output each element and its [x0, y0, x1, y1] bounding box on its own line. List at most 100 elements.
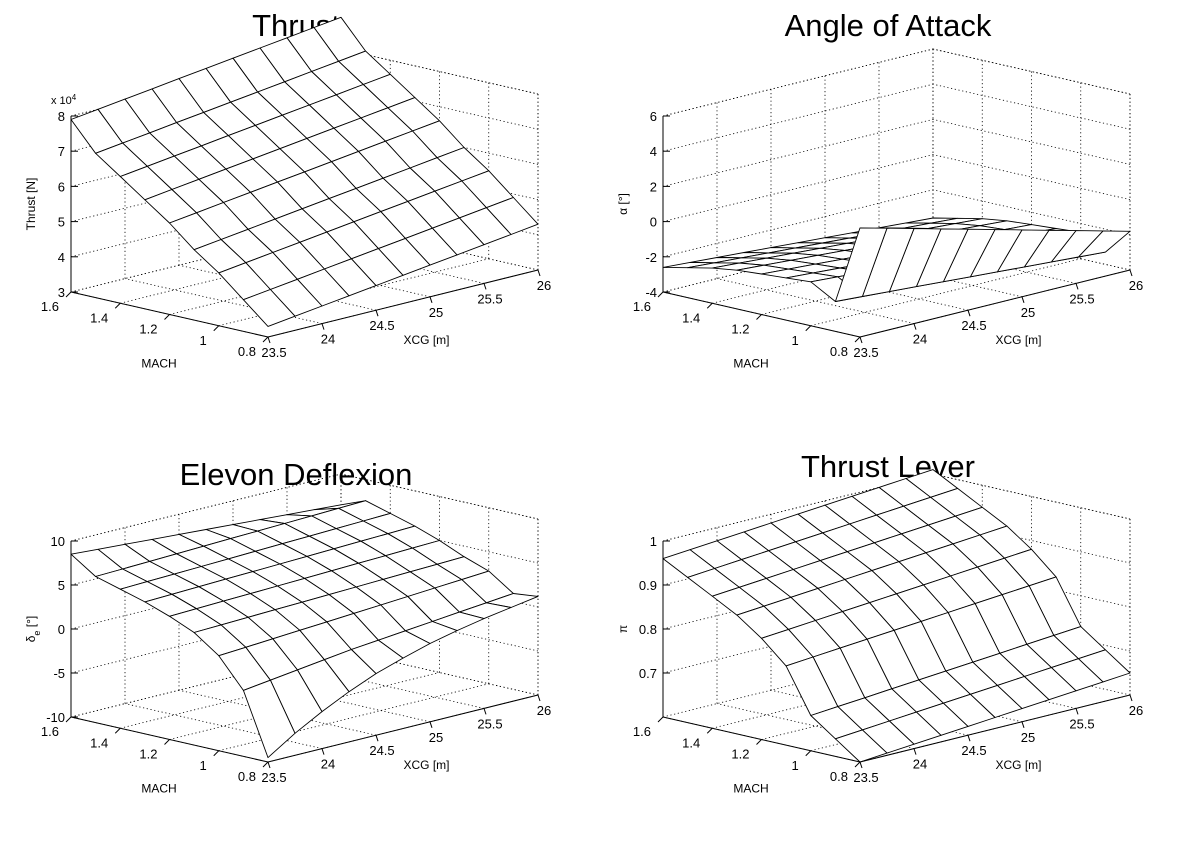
y-tick — [805, 750, 812, 757]
y-axis-label: MACH — [733, 781, 768, 795]
y-tick-label: 1.6 — [41, 724, 59, 739]
x-tick — [321, 323, 325, 330]
z-tick-label: -4 — [645, 285, 657, 300]
box-edge — [932, 48, 1131, 95]
box-edge — [662, 48, 934, 117]
y-tick-label: 0.8 — [830, 344, 848, 359]
z-tick-label: 3 — [58, 285, 65, 300]
box-edge — [932, 473, 1131, 520]
x-tick — [1129, 269, 1133, 277]
z-tick-label: 4 — [58, 250, 65, 265]
z-tick-label: -10 — [46, 710, 65, 725]
y-tick-label: 1.4 — [682, 310, 700, 325]
z-tick-label: 6 — [650, 109, 657, 124]
x-tick-label: 24.5 — [961, 318, 986, 333]
x-axis-label: XCG [m] — [995, 758, 1041, 772]
y-tick-label: 1 — [200, 333, 207, 348]
x-tick-label: 24.5 — [961, 743, 986, 758]
grid-line — [662, 189, 934, 258]
elevon-deflexion-surface-axes: 23.5 24 24.5 25 25.5 26 0.8 1 1.2 1.4 1.6-10 -5 0 5 10… — [24, 473, 551, 795]
y-tick-label: 1.2 — [139, 747, 157, 762]
box-edge — [340, 48, 539, 95]
z-tick-label: -5 — [53, 666, 65, 681]
y-tick-label: 1.6 — [633, 299, 651, 314]
x-tick-label: 25.5 — [477, 716, 502, 731]
z-tick-label: 5 — [58, 578, 65, 593]
x-tick — [913, 323, 917, 330]
x-tick-label: 23.5 — [261, 770, 286, 785]
surface-patch — [834, 729, 888, 763]
y-axis-label: MACH — [141, 781, 176, 795]
x-tick — [913, 748, 917, 755]
x-tick — [483, 283, 487, 290]
y-tick — [213, 750, 220, 757]
z-multiplier-label: x 104 — [51, 93, 77, 108]
y-tick — [164, 739, 170, 745]
x-tick — [429, 721, 433, 728]
x-tick-label: 25.5 — [1069, 716, 1094, 731]
z-tick-label: 7 — [58, 144, 65, 159]
box-edge — [340, 473, 539, 520]
y-tick-label: 1.4 — [90, 310, 108, 325]
plot-title: Thrust Lever — [800, 449, 975, 484]
x-tick-label: 24.5 — [369, 743, 394, 758]
x-tick-label: 26 — [1129, 278, 1143, 293]
y-tick — [65, 716, 72, 723]
y-tick — [756, 739, 762, 745]
y-tick — [854, 336, 861, 343]
y-axis-label: MACH — [733, 356, 768, 370]
y-tick-label: 1 — [200, 758, 207, 773]
z-tick-label: 6 — [58, 179, 65, 194]
z-tick-label: 2 — [650, 179, 657, 194]
x-tick-label: 25 — [1021, 305, 1035, 320]
x-tick-label: 25.5 — [477, 291, 502, 306]
grid-line — [124, 703, 323, 749]
y-tick — [657, 291, 664, 298]
grid-line — [340, 48, 539, 95]
x-tick-label: 26 — [537, 703, 551, 718]
x-tick-label: 24.5 — [369, 318, 394, 333]
x-tick-label: 24 — [913, 757, 927, 772]
x-tick — [1075, 283, 1079, 290]
x-tick-label: 25 — [429, 730, 443, 745]
grid-line — [169, 672, 440, 740]
z-tick-label: 10 — [51, 534, 65, 549]
x-axis-line — [267, 694, 539, 763]
z-tick-label: 0.7 — [639, 666, 657, 681]
angle-of-attack-plot: Angle of Attack 23.5 24 24.5 25 25.5 26 0.8 1 1.… — [592, 0, 1184, 425]
x-axis-label: XCG [m] — [403, 758, 449, 772]
x-tick — [1021, 721, 1025, 728]
grid-line — [810, 258, 1081, 327]
x-tick-label: 26 — [1129, 703, 1143, 718]
surface-patch — [242, 679, 296, 759]
x-tick-label: 23.5 — [853, 770, 878, 785]
z-axis-label: α [°] — [616, 193, 630, 215]
y-tick — [657, 716, 664, 723]
grid-line — [932, 189, 1131, 236]
y-tick — [114, 727, 121, 734]
grid-line — [662, 83, 934, 152]
z-tick-label: 4 — [650, 144, 657, 159]
x-axis-label: XCG [m] — [995, 333, 1041, 347]
y-tick — [805, 325, 812, 332]
x-tick — [859, 336, 863, 344]
z-axis-label: Thrust [N] — [24, 178, 38, 231]
x-tick-label: 25 — [429, 305, 443, 320]
x-tick — [483, 708, 487, 715]
x-tick — [267, 336, 271, 344]
thrust-plot: Thrust 23.5 24 24.5 25 25.5 26 0.8 1 1.2 1.4 1.6 3 4… — [0, 0, 592, 425]
z-axis-label: δe [°] — [24, 616, 42, 643]
y-tick-label: 1.2 — [139, 322, 157, 337]
y-tick-label: 1.4 — [682, 735, 700, 750]
x-tick — [375, 735, 379, 742]
x-axis-line — [859, 694, 1131, 763]
x-axis-label: XCG [m] — [403, 333, 449, 347]
x-tick — [967, 735, 971, 742]
x-tick-label: 24 — [321, 332, 335, 347]
x-tick-label: 23.5 — [853, 345, 878, 360]
grid-line — [932, 473, 1131, 520]
z-tick-label: 8 — [58, 109, 65, 124]
grid-line — [662, 119, 934, 187]
y-tick-label: 1.4 — [90, 735, 108, 750]
y-tick-label: 0.8 — [238, 769, 256, 784]
